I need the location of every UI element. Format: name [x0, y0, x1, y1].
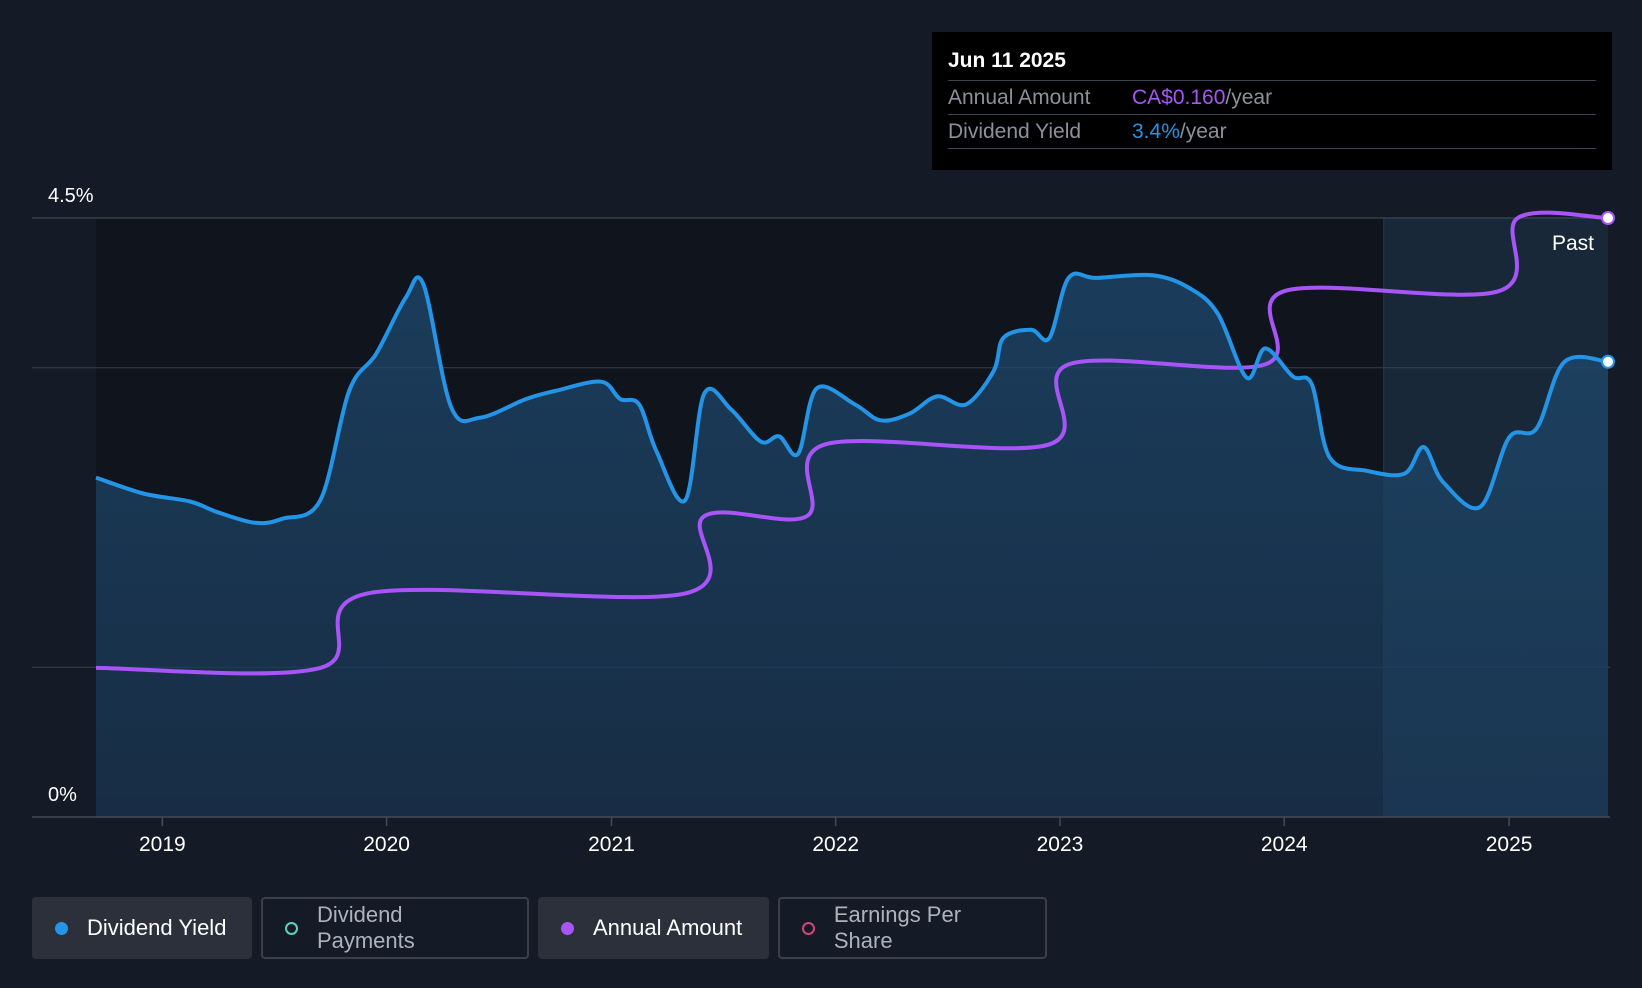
x-tick-label: 2022 — [812, 833, 859, 856]
x-tick-label: 2023 — [1037, 833, 1084, 856]
legend-dividend-yield-button[interactable]: Dividend Yield — [32, 897, 252, 959]
legend-label: Earnings Per Share — [833, 902, 962, 953]
x-tick-label: 2024 — [1261, 833, 1308, 856]
dividend-yield-line — [95, 271, 1609, 526]
annual-amount-end-marker — [1601, 211, 1615, 225]
past-label: Past — [1552, 232, 1594, 255]
tooltip-suffix: /year — [1225, 85, 1273, 109]
dividend-payments-dot-icon — [285, 921, 298, 935]
legend-label: Dividend Payments — [316, 902, 415, 953]
tooltip-suffix: /year — [1179, 119, 1227, 143]
past-region-shade — [1383, 218, 1608, 817]
tooltip-row-annual-amount: Annual Amount CA$0.160 /year — [948, 80, 1596, 114]
dividend-yield-end-marker — [1601, 354, 1615, 369]
tooltip-date: Jun 11 2025 — [948, 49, 1066, 72]
y-tick-label: 0% — [48, 784, 77, 806]
tooltip-value: 3.4% — [1132, 119, 1180, 143]
dividend-yield-area — [96, 273, 1608, 818]
legend-annual-amount-button[interactable]: Annual Amount — [538, 897, 769, 959]
tooltip: Jun 11 2025 Annual Amount CA$0.160 /year… — [932, 32, 1612, 170]
tooltip-label: Annual Amount — [948, 85, 1091, 109]
dividend-yield-dot-icon — [55, 921, 68, 935]
legend-label: Annual Amount — [593, 915, 743, 940]
legend: Dividend Yield Dividend Payments Annual … — [32, 897, 1047, 959]
y-tick-label: 4.5% — [48, 185, 94, 207]
x-axis-ticks: 2019 2020 2021 2022 2023 2024 2025 — [139, 817, 1532, 856]
x-tick-label: 2025 — [1486, 833, 1533, 856]
tooltip-label: Dividend Yield — [948, 119, 1082, 143]
earnings-per-share-dot-icon — [802, 921, 815, 935]
x-tick-label: 2019 — [139, 833, 186, 856]
x-tick-label: 2020 — [363, 833, 410, 856]
y-axis-labels: 4.5% 0% — [48, 185, 94, 806]
legend-earnings-per-share-button[interactable]: Earnings Per Share — [778, 897, 1047, 959]
legend-dividend-payments-button[interactable]: Dividend Payments — [261, 897, 529, 959]
annual-amount-dot-icon — [561, 921, 574, 935]
annual-amount-line — [95, 210, 1609, 676]
tooltip-value: CA$0.160 — [1132, 85, 1226, 109]
tooltip-row-dividend-yield: Dividend Yield 3.4% /year — [948, 114, 1596, 149]
legend-label: Dividend Yield — [87, 915, 227, 940]
x-tick-label: 2021 — [588, 833, 635, 856]
